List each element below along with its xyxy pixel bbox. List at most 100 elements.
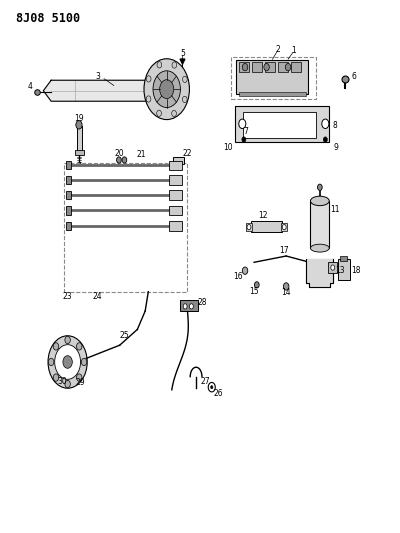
Text: 5: 5 [180, 49, 185, 58]
Circle shape [331, 265, 335, 270]
Text: 25: 25 [120, 331, 130, 340]
Text: 4: 4 [28, 82, 33, 91]
Circle shape [160, 80, 174, 99]
Polygon shape [43, 80, 153, 101]
Text: 3: 3 [96, 72, 101, 81]
Ellipse shape [310, 244, 329, 252]
Circle shape [157, 110, 162, 116]
Bar [172, 157, 184, 164]
Circle shape [63, 356, 72, 368]
Bar [169, 175, 182, 184]
Circle shape [210, 385, 213, 389]
Bar [75, 150, 84, 155]
Bar [180, 300, 198, 311]
Bar [340, 256, 347, 261]
Bar [310, 201, 329, 248]
Text: 6: 6 [352, 72, 356, 81]
Circle shape [76, 120, 82, 129]
Circle shape [76, 343, 82, 350]
Circle shape [254, 282, 259, 288]
Bar [291, 62, 301, 72]
Text: 15: 15 [249, 287, 259, 296]
Circle shape [53, 343, 59, 350]
Text: 1: 1 [292, 46, 296, 55]
Text: 16: 16 [234, 272, 243, 281]
Text: 11: 11 [330, 205, 340, 214]
Text: 24: 24 [92, 293, 102, 302]
Circle shape [183, 304, 187, 309]
Bar [64, 163, 187, 292]
Circle shape [144, 59, 190, 119]
Bar [169, 221, 182, 231]
Circle shape [122, 157, 127, 163]
Circle shape [282, 224, 286, 230]
Circle shape [190, 304, 193, 309]
Bar [338, 259, 350, 280]
Text: 26: 26 [214, 389, 224, 398]
Circle shape [322, 119, 329, 128]
Ellipse shape [310, 196, 329, 206]
Bar [231, 56, 316, 99]
Circle shape [242, 267, 248, 274]
Circle shape [146, 96, 151, 102]
Bar [169, 206, 182, 215]
Polygon shape [306, 259, 333, 287]
Text: 22: 22 [183, 149, 192, 158]
Text: 8J08 5100: 8J08 5100 [16, 12, 80, 25]
Circle shape [65, 381, 70, 387]
Text: 8: 8 [333, 122, 338, 131]
Bar [278, 62, 288, 72]
Circle shape [172, 110, 176, 117]
Bar [328, 262, 337, 273]
Text: 28: 28 [197, 297, 207, 306]
Text: 18: 18 [351, 266, 361, 275]
Bar [252, 62, 262, 72]
Text: 12: 12 [258, 211, 268, 220]
Bar [66, 206, 71, 215]
Text: 29: 29 [76, 378, 85, 387]
Circle shape [116, 157, 121, 163]
Text: 9: 9 [334, 143, 338, 152]
Bar [236, 60, 308, 94]
Bar [246, 223, 252, 231]
Circle shape [323, 137, 327, 142]
Circle shape [53, 374, 59, 381]
Bar [282, 223, 287, 231]
Circle shape [318, 184, 322, 190]
Bar [169, 160, 182, 170]
Bar [77, 126, 82, 151]
Bar [66, 191, 71, 199]
Text: 21: 21 [136, 150, 146, 159]
Text: 27: 27 [200, 377, 210, 386]
Bar [243, 112, 316, 138]
Circle shape [264, 63, 269, 71]
Circle shape [208, 383, 215, 392]
Bar [265, 62, 275, 72]
Text: 30: 30 [57, 377, 67, 386]
Text: 23: 23 [63, 293, 72, 302]
Bar [239, 92, 306, 96]
Bar [169, 190, 182, 200]
Circle shape [285, 63, 291, 71]
Text: 14: 14 [281, 288, 291, 297]
Text: 17: 17 [279, 246, 289, 255]
Text: 20: 20 [115, 149, 124, 158]
Circle shape [55, 345, 80, 379]
Circle shape [239, 119, 246, 128]
Circle shape [247, 224, 251, 230]
Circle shape [284, 283, 289, 290]
Bar [239, 62, 249, 72]
Bar [251, 221, 282, 232]
Circle shape [153, 71, 180, 108]
Bar [66, 176, 71, 184]
Text: 7: 7 [243, 127, 248, 136]
Bar [66, 222, 71, 230]
Bar [66, 161, 71, 169]
Text: 2: 2 [276, 45, 281, 54]
Circle shape [76, 374, 82, 381]
Text: 19: 19 [74, 114, 84, 123]
Circle shape [81, 358, 87, 366]
Text: 13: 13 [336, 266, 345, 275]
Circle shape [146, 76, 151, 82]
Circle shape [157, 62, 162, 68]
